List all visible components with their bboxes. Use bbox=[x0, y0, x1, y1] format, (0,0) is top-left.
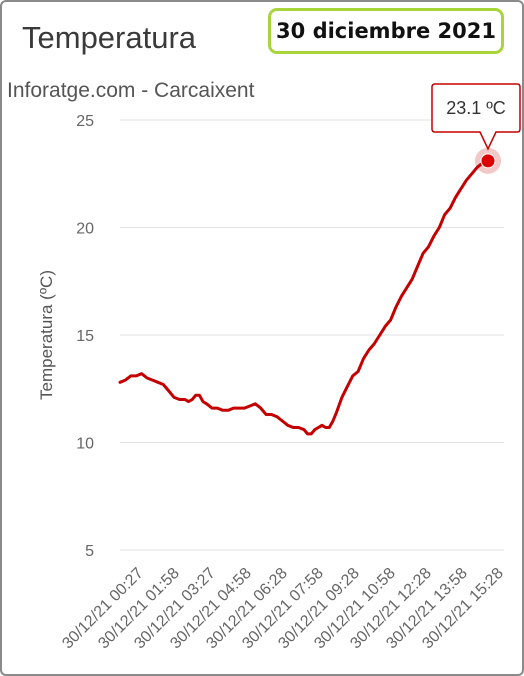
series-line-0 bbox=[118, 159, 490, 436]
y-tick-label: 10 bbox=[76, 436, 94, 453]
y-tick-label: 20 bbox=[76, 221, 94, 238]
y-tick-label: 5 bbox=[85, 543, 94, 560]
date-badge: 30 diciembre 2021 bbox=[268, 8, 504, 54]
chart-subtitle: Inforatge.com - Carcaixent bbox=[7, 79, 255, 102]
series-layer bbox=[118, 147, 501, 436]
y-axis-ticks: 5 10 15 20 25 bbox=[76, 113, 94, 560]
chart-title: Temperatura bbox=[22, 20, 197, 55]
y-axis-label: Temperatura (ºC) bbox=[37, 270, 56, 400]
grid-lines bbox=[120, 119, 504, 551]
tooltip: 23.1 ºC bbox=[431, 83, 521, 151]
highlight-point[interactable] bbox=[480, 153, 496, 169]
y-tick-label: 15 bbox=[76, 328, 94, 345]
tooltip-text: 23.1 ºC bbox=[446, 98, 506, 118]
y-tick-label: 25 bbox=[76, 113, 94, 130]
tooltip-box bbox=[431, 83, 521, 151]
